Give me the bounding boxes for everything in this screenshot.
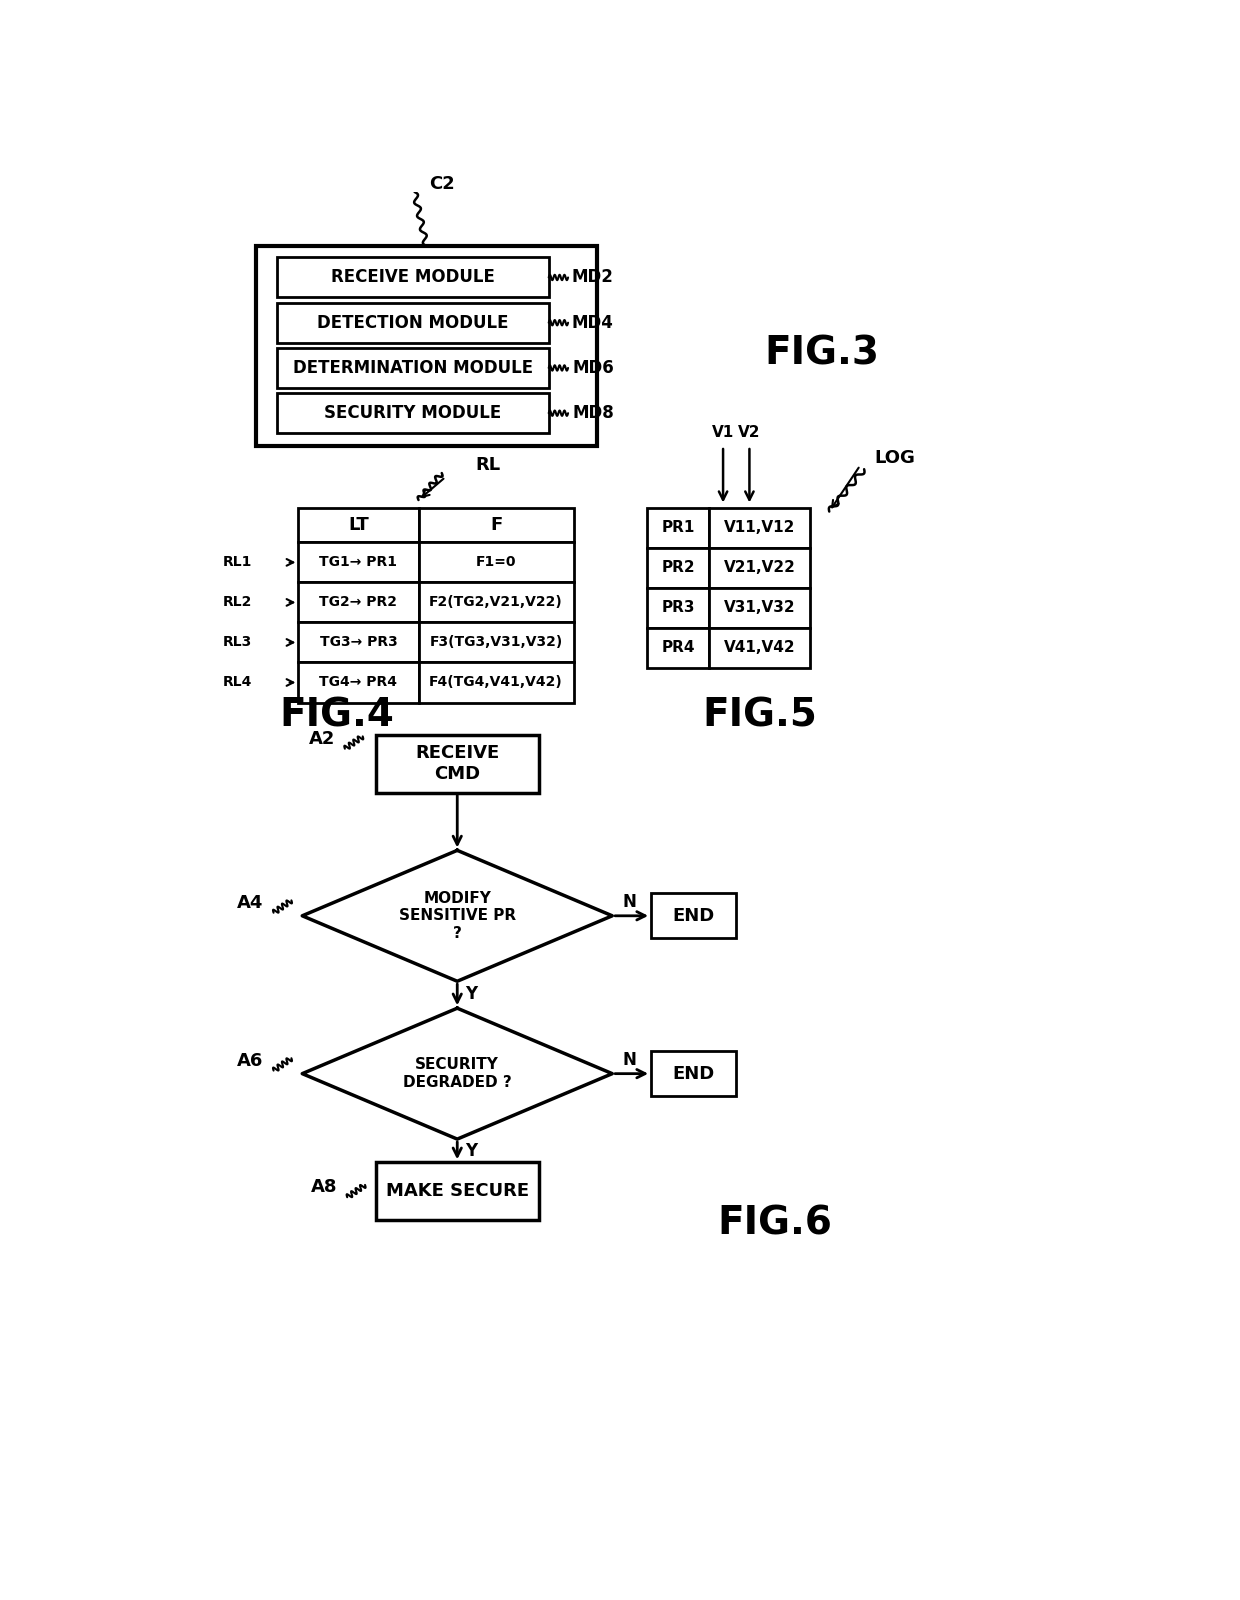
Text: F2(TG2,V21,V22): F2(TG2,V21,V22) — [429, 595, 563, 610]
Text: RL1: RL1 — [222, 555, 252, 570]
Bar — [709, 587, 810, 627]
Text: RECEIVE MODULE: RECEIVE MODULE — [331, 269, 495, 286]
Text: C2: C2 — [429, 176, 455, 194]
Text: A8: A8 — [311, 1178, 337, 1197]
Text: V21,V22: V21,V22 — [724, 560, 795, 576]
Text: A2: A2 — [309, 730, 335, 747]
Text: DETERMINATION MODULE: DETERMINATION MODULE — [293, 358, 533, 378]
Text: V31,V32: V31,V32 — [724, 600, 795, 616]
Text: V41,V42: V41,V42 — [724, 640, 795, 656]
Bar — [709, 507, 810, 547]
Bar — [299, 507, 419, 542]
Text: TG2→ PR2: TG2→ PR2 — [320, 595, 398, 610]
Bar — [255, 246, 596, 446]
Bar — [647, 587, 709, 627]
Text: MD4: MD4 — [572, 314, 614, 331]
Bar — [278, 302, 549, 342]
Text: PR2: PR2 — [661, 560, 694, 576]
Text: TG3→ PR3: TG3→ PR3 — [320, 635, 397, 650]
Bar — [419, 582, 573, 622]
Text: MD6: MD6 — [572, 358, 614, 378]
Bar — [299, 622, 419, 662]
Text: RL: RL — [476, 456, 501, 474]
Bar — [709, 547, 810, 587]
Text: PR4: PR4 — [661, 640, 694, 656]
Bar — [419, 507, 573, 542]
Text: SECURITY MODULE: SECURITY MODULE — [325, 405, 502, 422]
Text: FIG.3: FIG.3 — [764, 334, 879, 373]
Text: MD2: MD2 — [572, 269, 614, 286]
Text: DETECTION MODULE: DETECTION MODULE — [317, 314, 508, 331]
Text: MD8: MD8 — [572, 405, 614, 422]
Text: FIG.5: FIG.5 — [702, 696, 817, 734]
Bar — [419, 622, 573, 662]
Text: Y: Y — [465, 984, 477, 1003]
Text: RL2: RL2 — [222, 595, 252, 610]
Text: A6: A6 — [237, 1051, 263, 1069]
Text: FIG.6: FIG.6 — [718, 1205, 832, 1243]
Text: V11,V12: V11,V12 — [724, 520, 795, 536]
Text: RECEIVE
CMD: RECEIVE CMD — [415, 744, 500, 782]
Bar — [278, 258, 549, 298]
Text: END: END — [672, 1064, 714, 1083]
Bar — [419, 542, 573, 582]
Text: RL4: RL4 — [222, 675, 252, 690]
Bar — [376, 734, 538, 792]
Text: A4: A4 — [237, 894, 263, 912]
Text: PR3: PR3 — [661, 600, 694, 616]
Bar — [647, 507, 709, 547]
Bar — [709, 627, 810, 667]
Bar — [299, 542, 419, 582]
Text: V1: V1 — [712, 424, 734, 440]
Text: PR1: PR1 — [661, 520, 694, 536]
Text: F: F — [490, 517, 502, 534]
Bar — [647, 627, 709, 667]
Text: MODIFY
SENSITIVE PR
?: MODIFY SENSITIVE PR ? — [399, 891, 516, 941]
Text: TG1→ PR1: TG1→ PR1 — [320, 555, 398, 570]
Text: RL3: RL3 — [223, 635, 252, 650]
Text: LT: LT — [348, 517, 368, 534]
Text: LOG: LOG — [874, 448, 915, 467]
Text: SECURITY
DEGRADED ?: SECURITY DEGRADED ? — [403, 1058, 512, 1090]
Bar — [278, 394, 549, 434]
Text: F1=0: F1=0 — [476, 555, 516, 570]
Text: FIG.4: FIG.4 — [280, 696, 394, 734]
Text: F3(TG3,V31,V32): F3(TG3,V31,V32) — [429, 635, 563, 650]
Bar — [647, 547, 709, 587]
Bar — [651, 1051, 737, 1096]
Bar — [376, 1162, 538, 1219]
Text: END: END — [672, 907, 714, 925]
Bar — [299, 662, 419, 702]
Text: V2: V2 — [738, 424, 760, 440]
Bar — [299, 582, 419, 622]
Bar — [419, 662, 573, 702]
Bar — [278, 347, 549, 387]
Text: MAKE SECURE: MAKE SECURE — [386, 1182, 528, 1200]
Text: F4(TG4,V41,V42): F4(TG4,V41,V42) — [429, 675, 563, 690]
Text: N: N — [622, 1051, 636, 1069]
Text: N: N — [622, 893, 636, 910]
Bar — [651, 893, 737, 938]
Text: TG4→ PR4: TG4→ PR4 — [320, 675, 398, 690]
Text: Y: Y — [465, 1142, 477, 1160]
